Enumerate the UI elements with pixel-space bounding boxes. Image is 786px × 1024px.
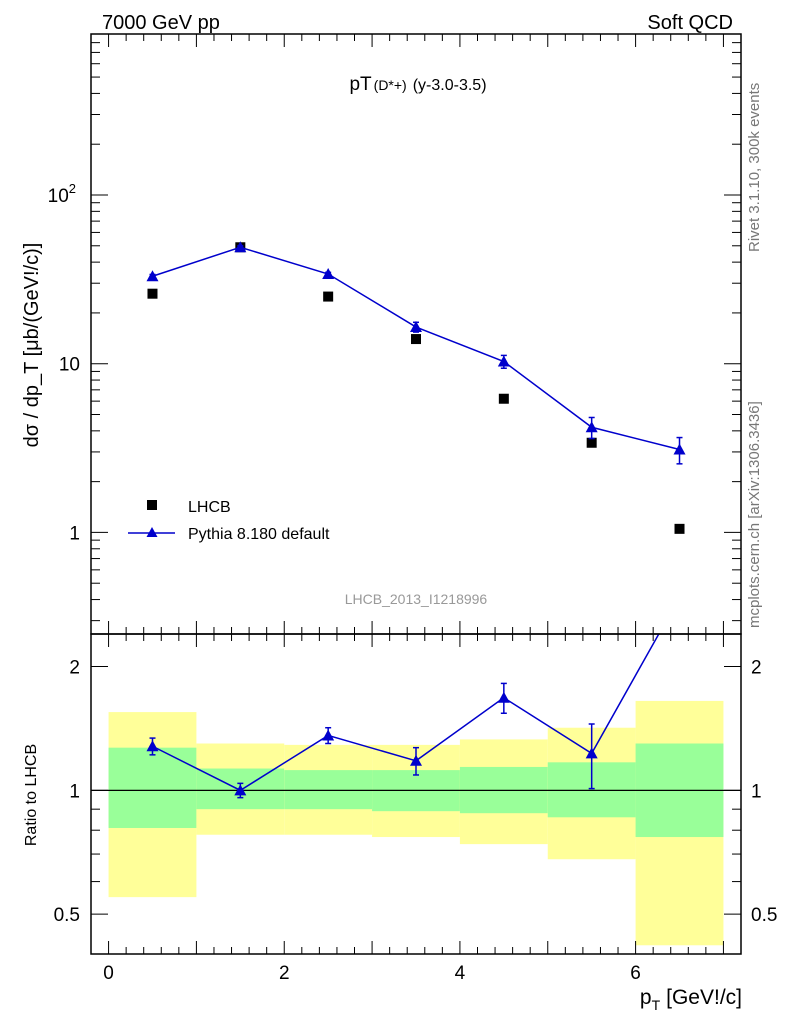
x-tick-label-2: 2 xyxy=(279,963,290,984)
legend: LHCB Pythia 8.180 default xyxy=(128,499,330,543)
lhcb-point-4 xyxy=(498,393,509,404)
ratio-frame xyxy=(90,633,742,955)
side-text-bottom: mcplots.cern.ch [arXiv:1306.3436] xyxy=(746,401,763,628)
pythia-point-6 xyxy=(673,443,686,455)
ratio-y-tick-label-right-1: 1 xyxy=(751,781,762,802)
lhcb-point-6 xyxy=(674,523,685,534)
main-y-tick-label-1: 1 xyxy=(69,523,80,544)
ratio-panel: 0 2 4 6 0.5 0.5 1 1 2 2 xyxy=(54,591,777,984)
watermark: LHCB_2013_I1218996 xyxy=(345,591,488,607)
tick-label-base: 10 xyxy=(48,186,69,207)
header-left: 7000 GeV pp xyxy=(102,12,220,34)
header-right: Soft QCD xyxy=(647,12,733,34)
main-data xyxy=(146,241,686,534)
ratio-point-2 xyxy=(322,729,335,741)
ratio-y-tick-label-right-0.5: 0.5 xyxy=(751,905,777,926)
main-y-tick-label-10^2: 102 xyxy=(48,181,76,207)
lhcb-point-3 xyxy=(411,334,421,345)
pythia-point-1 xyxy=(234,241,247,253)
ratio-point-5 xyxy=(585,747,598,759)
ratio-y-tick-label-0.5: 0.5 xyxy=(54,905,80,926)
x-tick-label-0: 0 xyxy=(103,963,114,984)
main-y-tick-label-10: 10 xyxy=(59,355,80,376)
main-y-axis-label: dσ / dp_T [μb/(GeV!/c)] xyxy=(21,243,43,448)
x-tick-label-6: 6 xyxy=(630,963,641,984)
ratio-point-1 xyxy=(234,784,247,796)
ratio-point-3 xyxy=(410,754,422,766)
main-title-quantity: pT xyxy=(349,74,372,95)
lhcb-point-0 xyxy=(147,288,158,299)
legend-label-lhcb: LHCB xyxy=(188,499,231,516)
x-axis-label-unit: [GeV!/c] xyxy=(666,986,742,1009)
ratio-y-tick-label-1: 1 xyxy=(69,781,80,802)
ratio-point-4 xyxy=(497,691,510,703)
band-inner-0 xyxy=(108,747,197,828)
x-axis-label-symbol: p xyxy=(640,986,652,1009)
lhcb-point-2 xyxy=(323,291,334,302)
legend-label-pythia: Pythia 8.180 default xyxy=(188,526,330,543)
main-title-rapidity: (y-3.0-3.5) xyxy=(413,77,487,94)
ratio-data xyxy=(146,591,686,799)
ratio-point-6 xyxy=(674,591,686,602)
main-title: pT (D*+) (y-3.0-3.5) xyxy=(349,74,486,95)
side-text-top: Rivet 3.1.10, 300k events xyxy=(746,83,763,252)
x-axis-label: pT [GeV!/c] xyxy=(640,986,742,1013)
ratio-y-axis-label: Ratio to LHCB xyxy=(23,744,40,846)
x-tick-label-4: 4 xyxy=(455,963,466,984)
ratio-point-0 xyxy=(146,740,159,752)
ratio-y-tick-label-2: 2 xyxy=(69,658,80,679)
x-axis-label-sub: T xyxy=(652,997,661,1013)
ratio-bands xyxy=(108,700,724,946)
main-frame xyxy=(90,33,742,635)
pythia-point-5 xyxy=(585,421,598,433)
pythia-point-3 xyxy=(410,321,422,333)
pythia-point-2 xyxy=(322,268,335,280)
main-title-particle: (D*+) xyxy=(374,77,407,93)
ratio-y-tick-label-right-2: 2 xyxy=(751,658,762,679)
pythia-point-0 xyxy=(146,270,159,282)
legend-marker-lhcb xyxy=(147,500,157,510)
pythia-point-4 xyxy=(497,355,510,367)
pythia-line xyxy=(152,246,680,451)
band-inner-2 xyxy=(284,770,373,810)
legend-marker-pythia xyxy=(146,527,158,537)
tick-label-exponent: 2 xyxy=(69,181,76,196)
lhcb-point-5 xyxy=(586,437,597,448)
